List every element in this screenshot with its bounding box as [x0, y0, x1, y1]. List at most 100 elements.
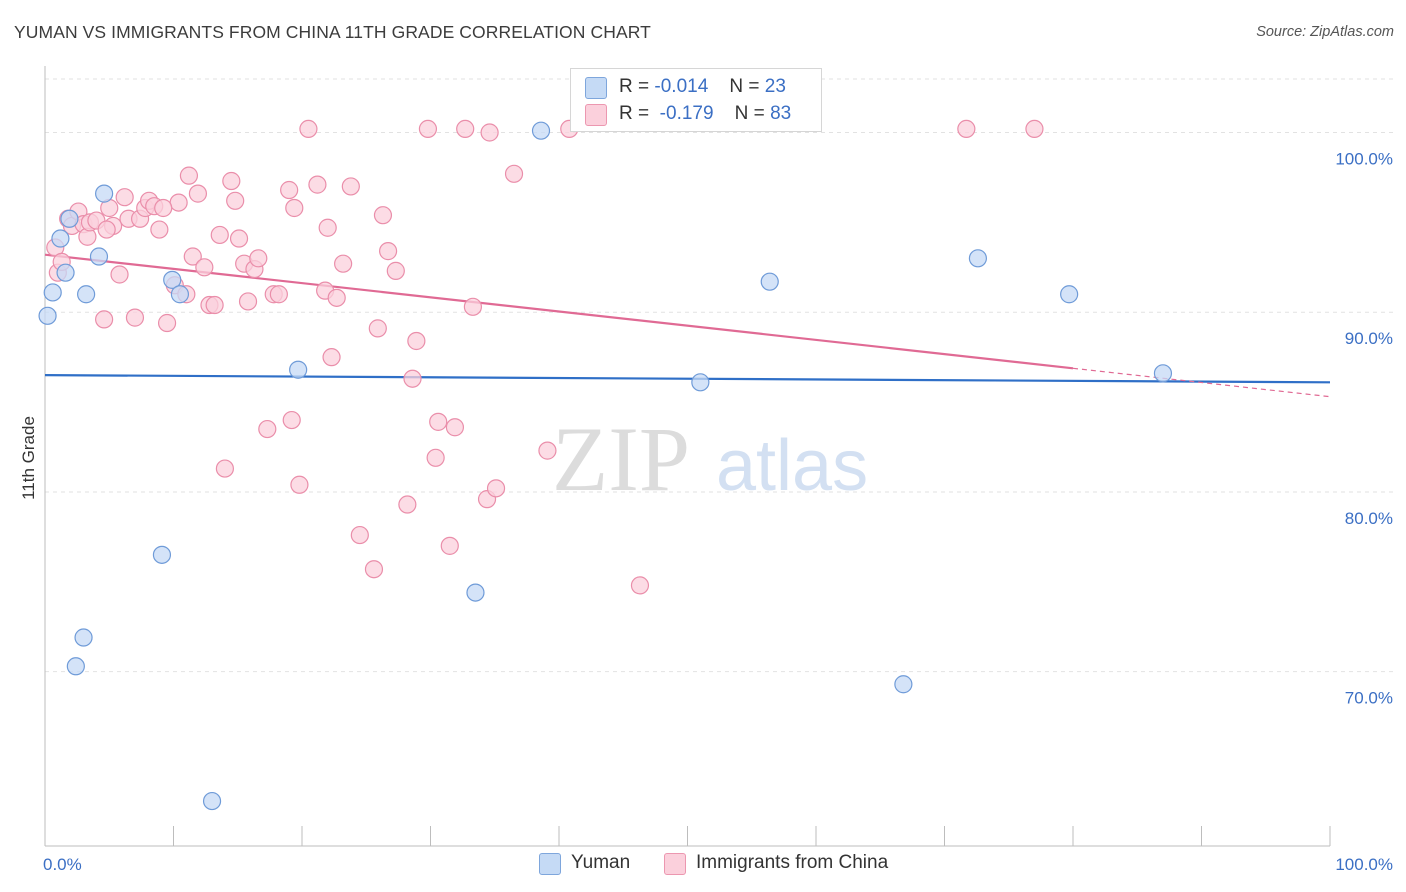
y-axis-label: 11th Grade: [19, 416, 38, 500]
yuman-point: [289, 360, 308, 379]
yuman-point: [691, 373, 710, 392]
china-point: [398, 495, 417, 514]
yuman-point: [531, 121, 551, 140]
china-point: [290, 475, 309, 494]
china-point: [179, 166, 199, 185]
china-point: [426, 448, 445, 467]
legend-r-label: R =: [619, 76, 650, 97]
china-point: [327, 288, 346, 307]
china-point: [429, 412, 448, 431]
china-point: [210, 225, 229, 245]
yuman-point: [1060, 285, 1079, 304]
yuman-point: [163, 270, 182, 289]
watermark-zip: ZIP: [552, 408, 690, 510]
china-point: [364, 560, 384, 579]
china-point: [258, 419, 277, 439]
china-point: [1025, 119, 1044, 139]
yuman-point: [760, 272, 779, 291]
yuman-swatch: [585, 77, 607, 99]
china-point: [350, 525, 369, 545]
china-point: [249, 249, 268, 268]
china-point: [238, 292, 258, 311]
yuman-point: [89, 247, 109, 266]
china-point: [157, 313, 177, 333]
china-n-value: 83: [770, 103, 792, 124]
china-point: [195, 258, 214, 277]
china-point: [299, 119, 318, 139]
china-point: [222, 171, 241, 191]
china-r-value: -0.179: [659, 103, 714, 124]
data-points: [38, 119, 1173, 811]
china-point: [456, 119, 475, 139]
yuman-point: [38, 306, 57, 325]
china-point: [322, 348, 341, 367]
yuman-point: [152, 545, 172, 564]
china-point: [229, 229, 249, 248]
china-point: [386, 261, 405, 280]
china-point: [150, 220, 169, 239]
china-point: [334, 254, 353, 273]
x-tick-label: 100.0%: [1335, 855, 1393, 874]
china-point: [486, 479, 506, 498]
yuman-point: [1153, 364, 1173, 383]
china-point: [205, 295, 224, 315]
china-point: [95, 310, 114, 329]
china-point: [269, 285, 288, 304]
china-point: [403, 369, 422, 388]
y-tick-label: 70.0%: [1345, 689, 1393, 708]
legend-r-label: R =: [619, 103, 650, 124]
yuman-point: [43, 283, 62, 302]
china-point: [169, 193, 188, 212]
yuman-n-value: 23: [764, 76, 786, 97]
china-point: [318, 218, 337, 237]
china-swatch: [585, 104, 607, 126]
yuman-point: [968, 249, 988, 268]
watermark: ZIP atlas: [552, 408, 868, 510]
legend-n-label: N =: [729, 76, 760, 97]
china-point: [215, 459, 234, 478]
china-point: [188, 184, 208, 203]
yuman-trend-line: [44, 374, 1331, 384]
china-point: [226, 191, 245, 210]
china-point: [280, 180, 299, 200]
yuman-point: [466, 583, 485, 602]
china-point: [463, 297, 483, 316]
china-point: [373, 206, 393, 225]
china-point: [183, 247, 202, 266]
tick-labels: 70.0% 80.0% 90.0% 100.0% 0.0% 100.0%: [43, 149, 1393, 874]
china-point: [957, 119, 976, 139]
china-point: [308, 175, 327, 194]
yuman-point: [51, 229, 70, 248]
china-point: [368, 319, 387, 338]
china-point: [418, 119, 438, 139]
china-point: [110, 265, 129, 284]
china-point: [282, 410, 301, 430]
y-tick-label: 100.0%: [1335, 149, 1393, 168]
yuman-point: [894, 675, 913, 694]
watermark-atlas: atlas: [716, 426, 868, 506]
china-point: [115, 188, 134, 207]
source-label: Source: ZipAtlas.com: [1256, 24, 1394, 40]
yuman-point: [56, 263, 75, 282]
china-point: [407, 331, 426, 351]
trend-lines: [44, 253, 1331, 398]
china-point: [154, 198, 173, 218]
yuman-point: [170, 285, 190, 304]
yuman-legend-swatch: [539, 853, 561, 875]
china-point: [445, 418, 465, 437]
china-point: [504, 164, 524, 183]
china-point: [440, 536, 459, 555]
correlation-legend: R = -0.014 N = 23 R = -0.179 N = 83: [570, 68, 822, 132]
yuman-point: [95, 184, 114, 203]
china-point: [97, 220, 116, 239]
x-tick-label: 0.0%: [43, 855, 82, 874]
y-tick-label: 80.0%: [1345, 509, 1393, 528]
china-point: [538, 441, 557, 460]
yuman-point: [60, 209, 79, 228]
china-point: [378, 242, 398, 261]
yuman-r-value: -0.014: [654, 76, 709, 97]
chart-title: YUMAN VS IMMIGRANTS FROM CHINA 11TH GRAD…: [14, 22, 651, 42]
china-point: [341, 177, 360, 196]
y-tick-label: 90.0%: [1345, 329, 1393, 348]
